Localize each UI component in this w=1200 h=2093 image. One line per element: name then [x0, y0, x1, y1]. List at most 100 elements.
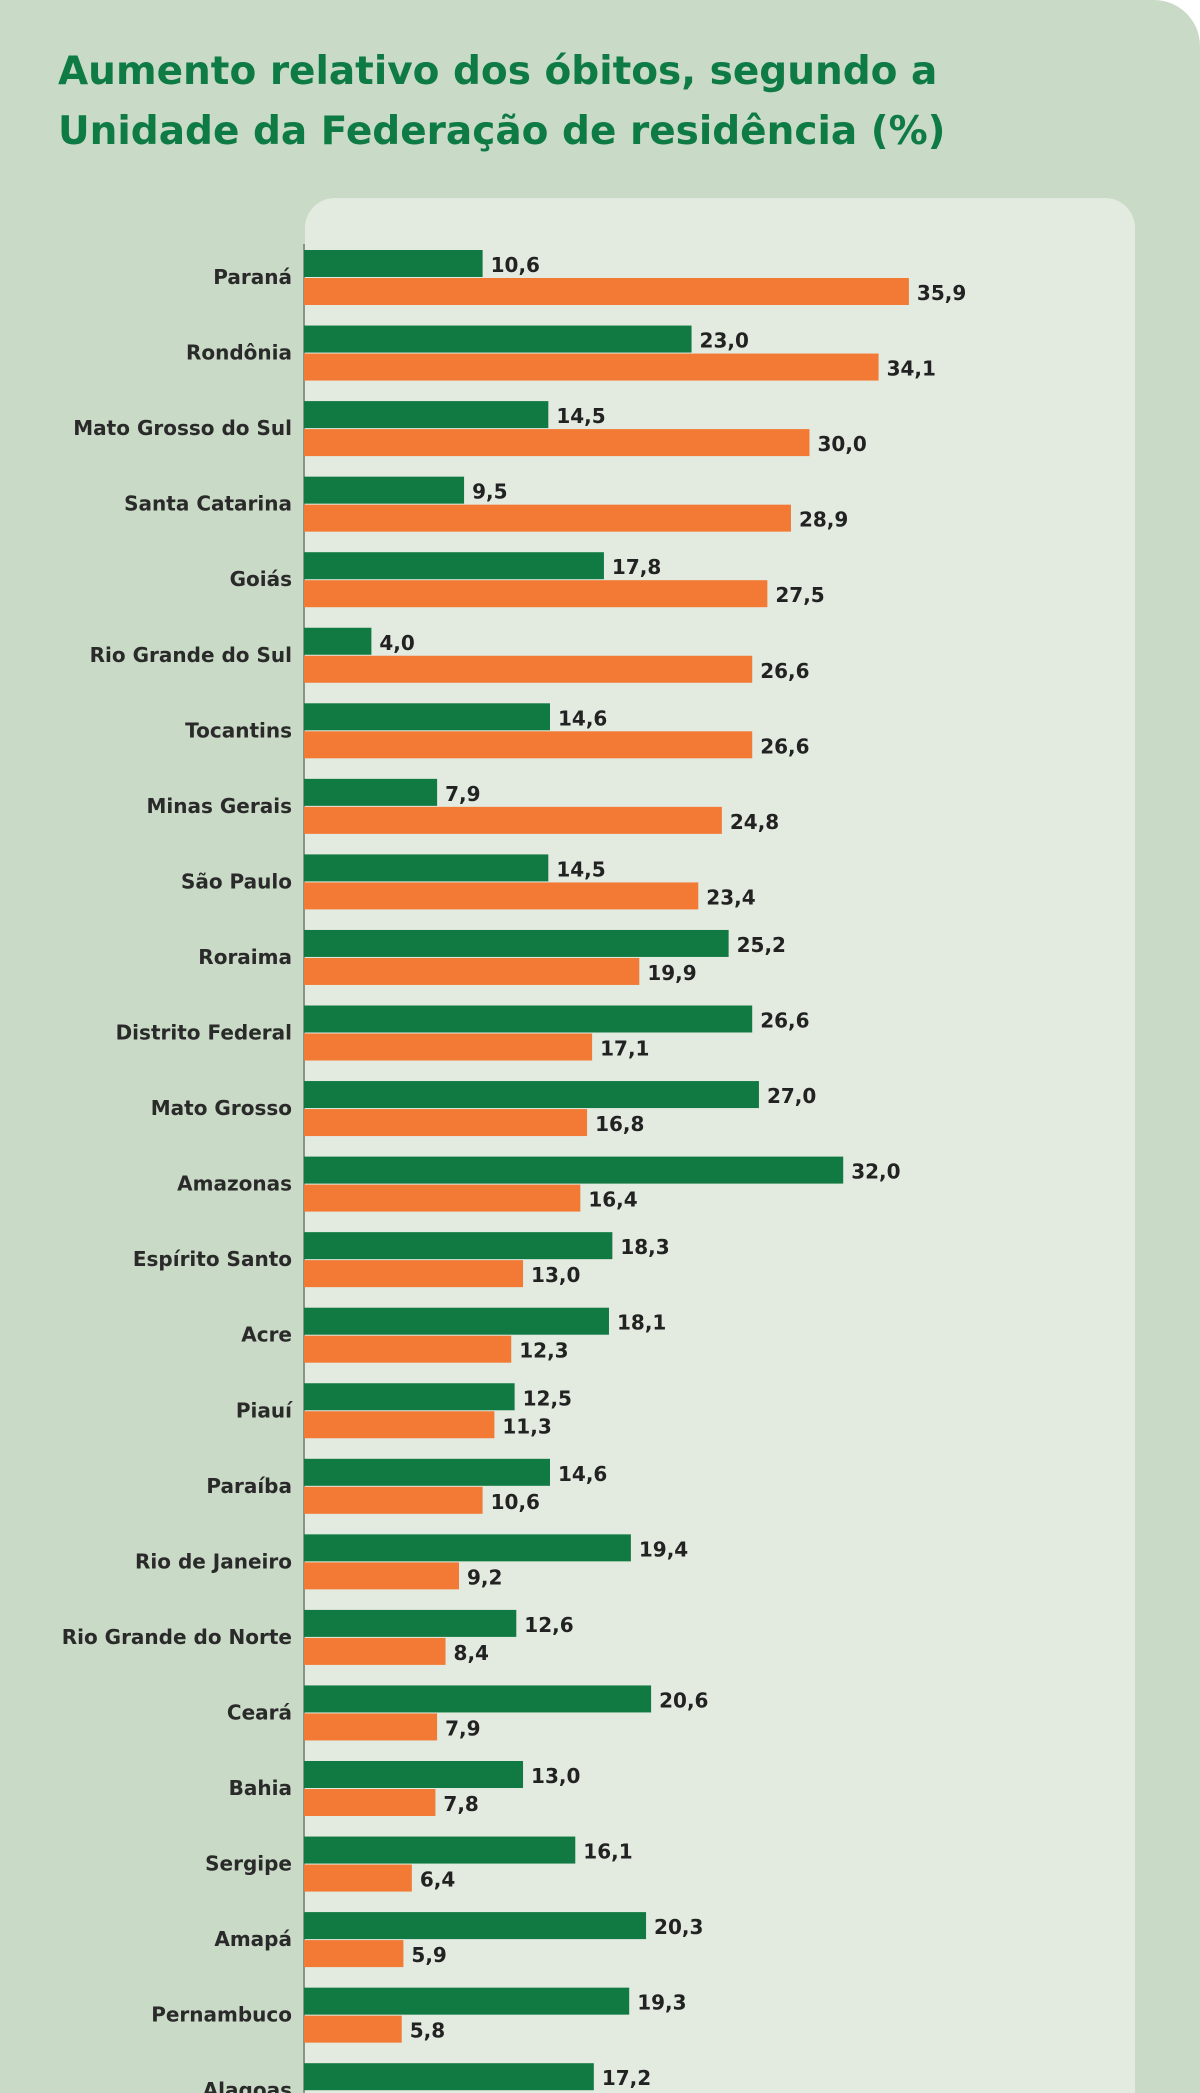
orange-bar: [304, 429, 810, 457]
green-bar: [304, 1081, 759, 1109]
value-label: 26,6: [760, 1009, 809, 1033]
category-group: São Paulo 14,5 23,4: [181, 854, 756, 910]
value-label: 8,4: [454, 1641, 489, 1665]
value-label: 26,6: [760, 734, 809, 758]
orange-bar: [304, 1562, 460, 1590]
value-label: 25,2: [737, 933, 786, 957]
category-label: Rio Grande do Sul: [90, 643, 292, 667]
category-group: Alagoas 17,2: [203, 2063, 651, 2093]
value-label: 11,3: [502, 1414, 551, 1438]
value-label: 13,0: [531, 1764, 580, 1788]
category-group: Rio Grande do Norte 12,6 8,4: [62, 1609, 574, 1665]
value-label: 14,5: [556, 404, 605, 428]
value-label: 4,0: [379, 631, 414, 655]
value-label: 26,6: [760, 659, 809, 683]
category-label: Ceará: [227, 1700, 292, 1724]
orange-bar: [304, 580, 768, 608]
value-label: 17,1: [600, 1037, 649, 1061]
category-group: Distrito Federal 26,6 17,1: [116, 1005, 810, 1061]
value-label: 7,8: [443, 1792, 478, 1816]
category-label: Rio de Janeiro: [135, 1549, 292, 1573]
orange-bar: [304, 1033, 593, 1061]
green-bar: [304, 401, 549, 429]
green-bar: [304, 854, 549, 882]
green-bar: [304, 627, 372, 655]
orange-bar: [304, 1864, 412, 1892]
chart-title-line-2: Unidade da Federação de residência (%): [58, 109, 946, 154]
category-label: Bahia: [229, 1776, 292, 1800]
value-label: 7,9: [445, 782, 480, 806]
category-label: Alagoas: [203, 2078, 292, 2093]
category-label: Acre: [241, 1323, 292, 1347]
category-label: Espírito Santo: [133, 1247, 292, 1271]
green-bar: [304, 2063, 594, 2091]
category-group: Pernambuco 19,3 5,8: [151, 1987, 687, 2043]
chart-title-line-1: Aumento relativo dos óbitos, segundo a: [58, 49, 938, 94]
orange-bar: [304, 353, 879, 381]
value-label: 7,9: [445, 1716, 480, 1740]
orange-bar: [304, 1713, 438, 1741]
orange-bar: [304, 2015, 402, 2043]
green-bar: [304, 1685, 652, 1713]
value-label: 35,9: [917, 281, 966, 305]
green-bar: [304, 476, 465, 504]
green-bar: [304, 1987, 630, 2015]
green-bar: [304, 1609, 517, 1637]
orange-bar: [304, 882, 699, 910]
orange-bar: [304, 1411, 495, 1439]
value-label: 10,6: [491, 253, 540, 277]
value-label: 14,6: [558, 1462, 607, 1486]
category-label: Amapá: [214, 1927, 292, 1951]
value-label: 16,8: [595, 1112, 644, 1136]
category-group: Minas Gerais 7,9 24,8: [147, 778, 779, 834]
category-label: Minas Gerais: [147, 794, 292, 818]
value-label: 17,8: [612, 555, 661, 579]
green-bar: [304, 1761, 524, 1788]
orange-bar: [304, 731, 753, 759]
green-bar: [304, 1458, 551, 1486]
category-group: Piauí 12,5 11,3: [236, 1383, 572, 1439]
category-label: Goiás: [230, 567, 292, 591]
category-label: Distrito Federal: [116, 1021, 292, 1045]
green-bar: [304, 552, 604, 580]
category-group: Mato Grosso do Sul 14,5 30,0: [73, 401, 867, 457]
value-label: 9,2: [467, 1565, 502, 1589]
category-group: Paraíba 14,6 10,6: [206, 1458, 607, 1514]
green-bar: [304, 325, 692, 353]
category-group: Ceará 20,6 7,9: [227, 1685, 708, 1741]
category-label: Paraná: [213, 265, 292, 289]
value-label: 16,1: [583, 1840, 632, 1864]
green-bar: [304, 1912, 647, 1940]
orange-bar: [304, 278, 909, 305]
value-label: 23,4: [706, 885, 755, 909]
orange-bar: [304, 1335, 512, 1363]
category-label: Rio Grande do Norte: [62, 1625, 292, 1649]
value-label: 12,6: [524, 1613, 573, 1637]
category-label: Santa Catarina: [124, 492, 292, 516]
category-label: Piauí: [236, 1398, 293, 1422]
orange-bar: [304, 1940, 404, 1968]
category-label: Rondônia: [186, 341, 292, 365]
orange-bar: [304, 1260, 524, 1288]
category-group: Goiás 17,8 27,5: [230, 552, 825, 608]
orange-bar: [304, 1486, 483, 1514]
value-label: 19,9: [647, 961, 696, 985]
green-bar: [304, 703, 551, 731]
value-label: 30,0: [818, 432, 867, 456]
value-label: 20,6: [659, 1688, 708, 1712]
value-label: 24,8: [730, 810, 779, 834]
value-label: 13,0: [531, 1263, 580, 1287]
orange-bar: [304, 957, 640, 985]
value-label: 18,3: [620, 1235, 669, 1259]
value-label: 10,6: [491, 1490, 540, 1514]
category-group: Acre 18,1 12,3: [241, 1307, 666, 1363]
category-group: Roraima 25,2 19,9: [198, 929, 786, 985]
category-group: Amapá 20,3 5,9: [214, 1912, 703, 1968]
value-label: 34,1: [887, 357, 936, 381]
value-label: 6,4: [420, 1868, 455, 1892]
category-group: Rondônia 23,0 34,1: [186, 325, 936, 381]
category-group: Rio de Janeiro 19,4 9,2: [135, 1534, 688, 1590]
category-label: Mato Grosso: [151, 1096, 292, 1120]
orange-bar: [304, 655, 753, 683]
